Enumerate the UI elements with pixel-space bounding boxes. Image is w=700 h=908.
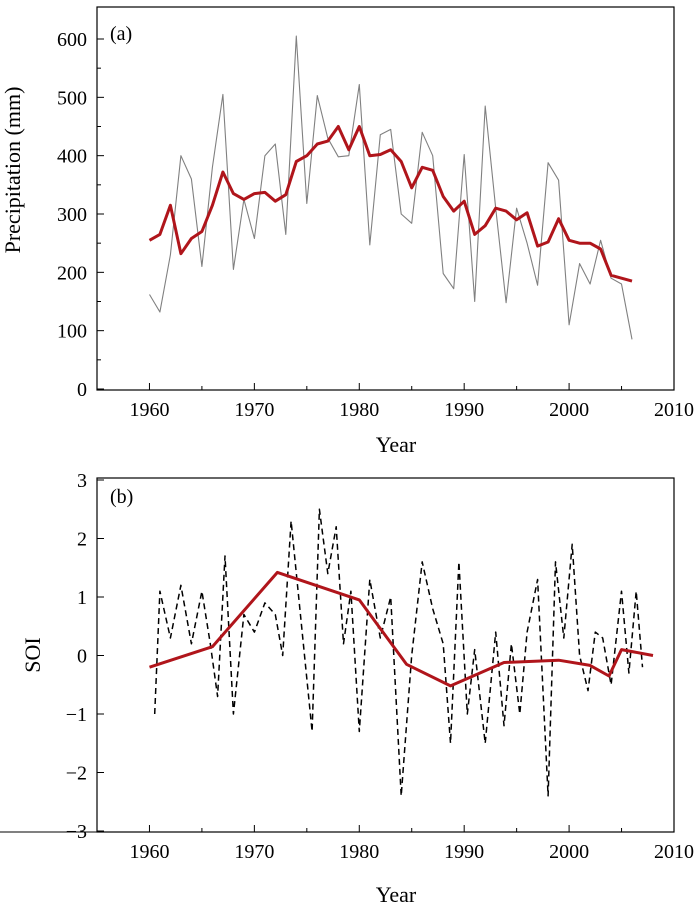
x-tick-label: 2010 xyxy=(654,841,694,863)
x-tick-label: 1960 xyxy=(129,399,169,421)
panel-a-x-axis-title: Year xyxy=(376,432,417,457)
y-tick-label: 1 xyxy=(77,587,87,609)
panel-a-x-ticks: 1960 1970 1980 1990 2000 2010 xyxy=(96,383,694,421)
y-tick-label: 100 xyxy=(57,321,87,343)
x-tick-label: 1970 xyxy=(234,399,274,421)
series-line-2 xyxy=(148,125,633,283)
series-line-1 xyxy=(149,35,633,340)
y-tick-label: 500 xyxy=(57,87,87,109)
x-tick-label: 1990 xyxy=(444,399,484,421)
panel-a-series xyxy=(148,35,633,340)
y-tick-label: −2 xyxy=(66,763,87,785)
x-tick-label: 1960 xyxy=(129,841,169,863)
x-tick-label: 1980 xyxy=(339,841,379,863)
x-tick-label: 2000 xyxy=(549,841,589,863)
x-tick-label: 2000 xyxy=(549,399,589,421)
panel-b-y-ticks: −3 −2 −1 0 1 2 3 xyxy=(66,470,104,843)
y-tick-label: −1 xyxy=(66,704,87,726)
y-tick-label: 0 xyxy=(77,379,87,401)
panel-a-precipitation: (a) Year Precipitation (mm) 1960 1970 1980… xyxy=(0,6,694,457)
panel-b-series xyxy=(149,508,654,797)
x-tick-label: 2010 xyxy=(654,399,694,421)
panel-b-x-axis-title: Year xyxy=(376,882,417,907)
panel-a-y-axis-title: Precipitation (mm) xyxy=(0,87,25,254)
panel-b-label: (b) xyxy=(110,486,133,508)
panel-a-frame xyxy=(96,6,675,391)
x-tick-label: 1970 xyxy=(234,841,274,863)
y-tick-label: 200 xyxy=(57,262,87,284)
y-tick-label: 3 xyxy=(77,470,87,492)
panel-b-x-ticks: 1960 1970 1980 1990 2000 2010 xyxy=(96,825,694,863)
panel-a-y-ticks: 0 100 200 300 400 500 600 xyxy=(57,29,104,401)
y-tick-label: 600 xyxy=(57,29,87,51)
y-tick-label: −3 xyxy=(66,821,87,843)
panel-a-label: (a) xyxy=(110,23,132,45)
x-tick-label: 1980 xyxy=(339,399,379,421)
panel-b-soi: (b) Year SOI 1960 1970 1980 1990 2000 2010 −3… xyxy=(0,470,694,907)
y-tick-label: 2 xyxy=(77,529,87,551)
series-line-2 xyxy=(149,570,654,688)
y-tick-label: 300 xyxy=(57,204,87,226)
y-tick-label: 400 xyxy=(57,146,87,168)
y-tick-label: 0 xyxy=(77,646,87,668)
x-tick-label: 1990 xyxy=(444,841,484,863)
panel-b-y-axis-title: SOI xyxy=(20,637,45,672)
